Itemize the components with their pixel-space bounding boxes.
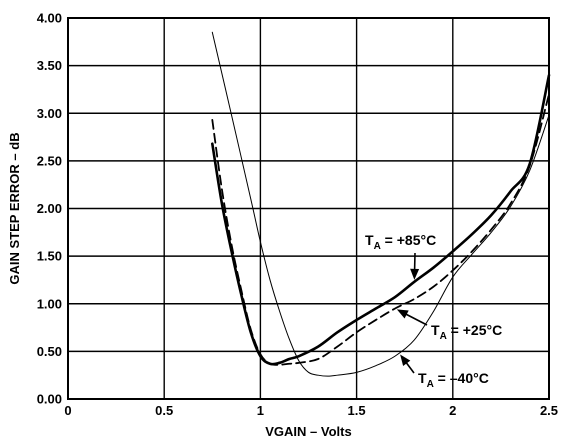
x-axis-label: VGAIN – Volts [265,424,351,439]
y-axis-label: GAIN STEP ERROR – dB [7,132,22,284]
x-tick-labels: 0 0.5 1 1.5 2 2.5 [64,403,558,418]
y-tick-label: 0.00 [37,392,62,407]
series-line-25c [211,93,550,366]
x-tick-label: 0.5 [155,403,173,418]
y-tick-label: 4.00 [37,11,62,26]
y-tick-label: 2.00 [37,201,62,216]
y-tick-label: 1.00 [37,296,62,311]
y-tick-label: 2.50 [37,153,62,168]
series-group [211,31,551,377]
annotation-arrowhead [400,354,411,366]
series-line-minus40c [211,31,550,377]
annotation-label: TA = +25°C [431,322,502,342]
annotation-leader [403,312,428,326]
y-tick-labels: 0.00 0.50 1.00 1.50 2.00 2.50 3.00 3.50 4.00 [37,11,62,407]
x-tick-label: 1.5 [348,403,366,418]
annotation-label: TA = –40°C [418,370,489,390]
x-tick-label: 1 [257,403,264,418]
annotations: TA = +85°C TA = +25°C TA = –40°C [365,232,502,390]
x-tick-label: 2.5 [540,403,558,418]
y-tick-label: 3.50 [37,58,62,73]
annotation-label: TA = +85°C [365,232,436,252]
annotation-arrowhead [396,309,409,319]
x-tick-label: 0 [64,403,71,418]
annotation-minus40c: TA = –40°C [400,354,489,390]
annotation-arrowhead [410,268,420,280]
series-line-85c [211,73,551,366]
x-tick-label: 2 [449,403,456,418]
y-tick-label: 3.00 [37,106,62,121]
y-tick-label: 0.50 [37,344,62,359]
y-tick-label: 1.50 [37,249,62,264]
annotation-25c: TA = +25°C [396,309,502,342]
grid [67,17,550,400]
annotation-85c: TA = +85°C [365,232,436,280]
